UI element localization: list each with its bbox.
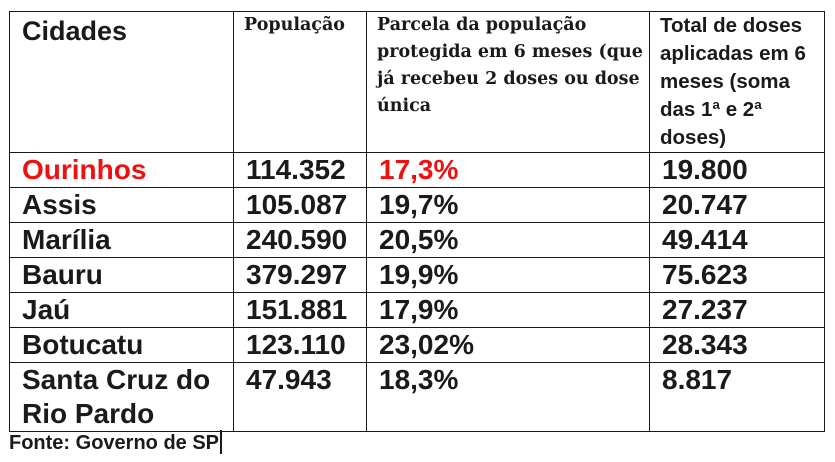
cell-doses: 27.237 (649, 292, 825, 328)
text-cursor (220, 430, 222, 454)
cell-city: Bauru (9, 257, 234, 293)
cell-protected: 23,02% (366, 327, 650, 363)
cell-population: 105.087 (233, 187, 367, 223)
header-total-doses: Total de doses aplicadas em 6 meses (som… (649, 11, 825, 153)
header-parcela-protegida: Parcela da população protegida em 6 mese… (366, 11, 650, 153)
cell-population: 47.943 (233, 362, 367, 432)
cell-doses: 20.747 (649, 187, 825, 223)
table-header-row: Cidades População Parcela da população p… (9, 11, 825, 153)
table-row: Ourinhos 114.352 17,3% 19.800 (9, 152, 825, 188)
cell-protected: 20,5% (366, 222, 650, 258)
cell-population: 123.110 (233, 327, 367, 363)
cell-doses: 19.800 (649, 152, 825, 188)
cell-population: 240.590 (233, 222, 367, 258)
header-cidades: Cidades (9, 11, 234, 153)
cell-protected: 19,7% (366, 187, 650, 223)
cell-protected: 17,3% (366, 152, 650, 188)
cell-protected: 19,9% (366, 257, 650, 293)
table-row: Marília 240.590 20,5% 49.414 (9, 222, 825, 258)
header-populacao: População (233, 11, 367, 153)
cell-doses: 75.623 (649, 257, 825, 293)
table-row: Bauru 379.297 19,9% 75.623 (9, 257, 825, 293)
table-row: Santa Cruz do Rio Pardo 47.943 18,3% 8.8… (9, 362, 825, 432)
table-row: Assis 105.087 19,7% 20.747 (9, 187, 825, 223)
vaccination-table: Cidades População Parcela da população p… (9, 11, 825, 432)
cell-doses: 8.817 (649, 362, 825, 432)
cell-protected: 17,9% (366, 292, 650, 328)
cell-city: Jaú (9, 292, 234, 328)
cell-protected: 18,3% (366, 362, 650, 432)
cell-city: Marília (9, 222, 234, 258)
source-caption: Fonte: Governo de SP (9, 430, 222, 456)
cell-city: Assis (9, 187, 234, 223)
cell-doses: 49.414 (649, 222, 825, 258)
source-text: Fonte: Governo de SP (9, 432, 220, 454)
table-row: Jaú 151.881 17,9% 27.237 (9, 292, 825, 328)
cell-doses: 28.343 (649, 327, 825, 363)
cell-population: 151.881 (233, 292, 367, 328)
cell-population: 114.352 (233, 152, 367, 188)
cell-population: 379.297 (233, 257, 367, 293)
cell-city: Botucatu (9, 327, 234, 363)
cell-city: Ourinhos (9, 152, 234, 188)
table-row: Botucatu 123.110 23,02% 28.343 (9, 327, 825, 363)
cell-city: Santa Cruz do Rio Pardo (9, 362, 234, 432)
